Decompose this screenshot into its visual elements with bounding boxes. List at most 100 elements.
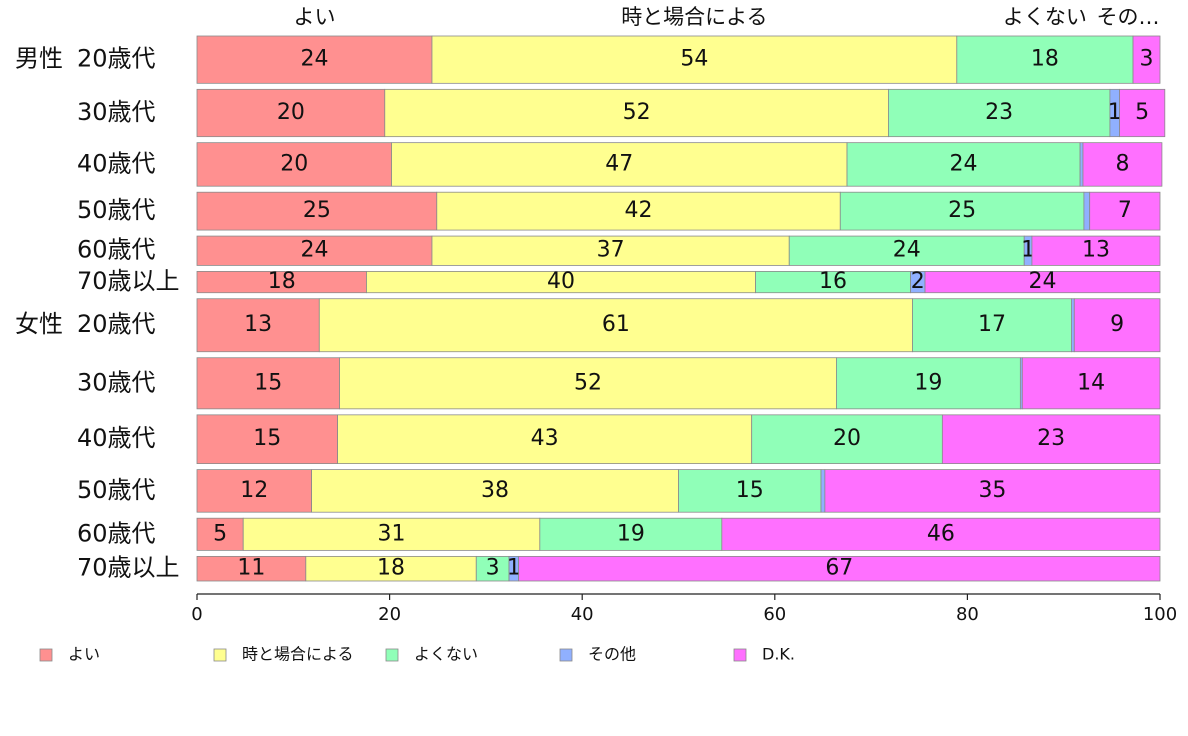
- data-label: 24: [893, 238, 921, 263]
- data-label: 25: [303, 198, 331, 223]
- bar-segment: [311, 469, 679, 513]
- bar-segment: [941, 414, 1161, 465]
- data-label: 61: [602, 312, 630, 337]
- group-label: 男性: [15, 45, 63, 73]
- data-label: 37: [597, 238, 625, 263]
- data-label: 18: [377, 556, 405, 581]
- x-tick-label: 80: [956, 604, 979, 625]
- legend-swatch: [559, 648, 573, 662]
- row-label: 50歳代: [77, 476, 156, 504]
- bar-segment: [924, 271, 1161, 294]
- data-label: 52: [623, 100, 651, 125]
- legend-label: 時と場合による: [242, 645, 354, 664]
- data-label: 8: [1115, 151, 1129, 176]
- bar-segment: [888, 88, 1111, 138]
- bar-segment: [1083, 191, 1091, 231]
- bar-segment: [196, 88, 386, 138]
- data-label: 25: [948, 198, 976, 223]
- bar-segment: [824, 469, 1161, 513]
- data-label: 18: [268, 269, 296, 294]
- group-label: 女性: [15, 310, 63, 338]
- data-label: 14: [1077, 370, 1105, 395]
- bar-segment: [196, 35, 433, 84]
- bar-segment: [475, 555, 510, 582]
- data-label: 23: [985, 100, 1013, 125]
- bar-segment: [196, 235, 433, 266]
- bar-segment: [788, 235, 1025, 266]
- bar-segment: [391, 142, 848, 187]
- data-label: 47: [605, 151, 633, 176]
- bar-segment: [1021, 357, 1161, 410]
- data-label: 13: [1082, 238, 1110, 263]
- bar-segment: [1119, 88, 1166, 138]
- legend-swatch: [385, 648, 399, 662]
- bar-segment: [721, 517, 1161, 551]
- data-label: 9: [1110, 312, 1124, 337]
- bar-segment: [318, 298, 913, 353]
- bar-segment: [431, 35, 958, 84]
- data-label: 20: [277, 100, 305, 125]
- data-label: 38: [481, 478, 509, 503]
- bar-segment: [839, 191, 1085, 231]
- data-label: 67: [825, 556, 853, 581]
- data-label: 54: [680, 47, 708, 72]
- row-label: 30歳代: [77, 368, 156, 396]
- top-series-labels: よい 時と場合による よくない その…: [293, 5, 1159, 29]
- bar-segment: [1073, 298, 1161, 353]
- data-label: 15: [254, 370, 282, 395]
- legend-label: よい: [68, 645, 100, 664]
- data-label: 19: [617, 521, 645, 546]
- data-label: 3: [486, 556, 500, 581]
- legend-label: D.K.: [762, 645, 795, 664]
- data-label: 18: [1031, 47, 1059, 72]
- data-label: 35: [978, 478, 1006, 503]
- x-tick-label: 20: [378, 604, 401, 625]
- data-label: 42: [625, 198, 653, 223]
- row-label: 20歳代: [77, 310, 156, 338]
- bar-segment: [1031, 235, 1161, 266]
- data-label: 43: [531, 426, 559, 451]
- row-label: 40歳代: [77, 424, 156, 452]
- data-label: 46: [927, 521, 955, 546]
- data-label: 20: [280, 151, 308, 176]
- bar-segment: [196, 517, 244, 551]
- bar-segment: [956, 35, 1134, 84]
- bar-segment: [539, 517, 723, 551]
- bar-segment: [751, 414, 943, 465]
- legend-swatch: [213, 648, 227, 662]
- bar-segment: [337, 414, 753, 465]
- row-label: 50歳代: [77, 196, 156, 224]
- bars: 24 54 18 320 52 23 1 520 47 24 825 42 25 724 37 24 1 1318…: [196, 35, 1166, 582]
- bar-segment: [1089, 191, 1161, 231]
- top-series-label: よくない: [1003, 5, 1087, 29]
- bar-segment: [1079, 142, 1084, 187]
- bar-segment: [305, 555, 477, 582]
- row-label: 60歳代: [77, 519, 156, 547]
- data-label: 11: [237, 556, 265, 581]
- row-label: 40歳代: [77, 149, 156, 177]
- data-label: 16: [819, 269, 847, 294]
- data-label: 15: [253, 426, 281, 451]
- data-label: 12: [240, 478, 268, 503]
- data-label: 24: [300, 238, 328, 263]
- legend: よい 時と場合による よくない その他 D.K.: [39, 645, 795, 664]
- bar-segment: [846, 142, 1081, 187]
- x-axis: 0 20 40 60 80 100: [191, 593, 1177, 625]
- data-label: 7: [1118, 198, 1132, 223]
- data-label: 23: [1037, 426, 1065, 451]
- bar-segment: [1132, 35, 1161, 84]
- bar-segment: [518, 555, 1161, 582]
- data-label: 1: [507, 556, 521, 581]
- row-label: 60歳代: [77, 236, 156, 264]
- data-label: 19: [914, 370, 942, 395]
- data-label: 3: [1140, 47, 1154, 72]
- data-label: 24: [1029, 269, 1057, 294]
- row-label: 70歳以上: [77, 267, 180, 295]
- data-label: 1: [1108, 100, 1122, 125]
- bar-segment: [912, 298, 1072, 353]
- bar-segment: [339, 357, 837, 410]
- data-label: 17: [978, 312, 1006, 337]
- row-label: 20歳代: [77, 45, 156, 73]
